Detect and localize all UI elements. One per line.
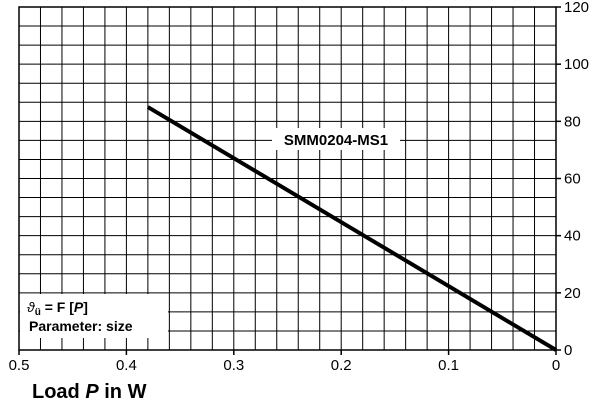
x-axis-label: Load P in W (32, 381, 147, 403)
legend-mid: = F [ (41, 299, 74, 315)
series-line (146, 105, 558, 352)
x-axis-label-suffix: in W (99, 381, 147, 403)
x-tick-label: 0.1 (438, 357, 459, 374)
legend-var: ϑ (27, 299, 36, 315)
legend-line-2: Parameter: size (29, 318, 133, 334)
legend-var-p: P (74, 299, 84, 315)
y-tick-label: 100 (564, 56, 589, 73)
tick-marks (18, 6, 561, 355)
series-label-background (272, 128, 400, 150)
grid (19, 7, 556, 350)
y-tick-label: 40 (564, 228, 581, 245)
x-axis-label-prefix: Load (32, 381, 85, 403)
y-tick-label: 60 (564, 171, 581, 188)
y-tick-label: 0 (564, 342, 572, 359)
series-label: SMM0204-MS1 (284, 132, 388, 149)
legend-end: ] (83, 299, 88, 315)
x-axis-label-var: P (85, 381, 99, 403)
x-tick-label: 0.2 (331, 357, 352, 374)
y-tick-labels: 0 20 40 60 80 100 120 (564, 0, 589, 359)
legend-line-1: ϑü = F [P] (27, 299, 88, 318)
x-tick-label: 0.5 (9, 357, 30, 374)
x-tick-label: 0 (552, 357, 560, 374)
y-tick-label: 20 (564, 285, 581, 302)
x-tick-labels: 0.5 0.4 0.3 0.2 0.1 0 (9, 357, 561, 374)
plot-frame (18, 6, 557, 351)
series-layer: SMM0204-MS1 (146, 105, 558, 352)
legend-box (20, 294, 168, 338)
y-tick-label: 80 (564, 113, 581, 130)
y-tick-label: 120 (564, 0, 589, 16)
legend-subscript: ü (35, 307, 41, 318)
x-tick-label: 0.3 (223, 357, 244, 374)
x-tick-label: 0.4 (116, 357, 137, 374)
